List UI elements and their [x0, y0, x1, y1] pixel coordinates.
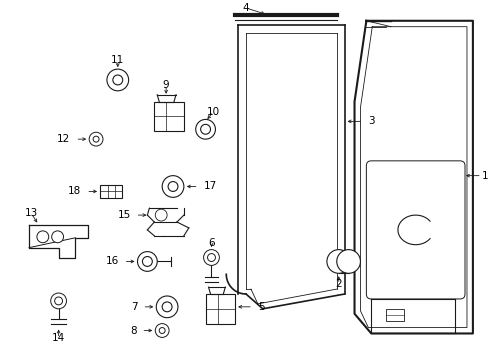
Circle shape [162, 176, 183, 197]
Circle shape [55, 297, 62, 305]
Text: 4: 4 [242, 3, 249, 13]
Circle shape [93, 136, 99, 142]
Text: 9: 9 [163, 80, 169, 90]
Circle shape [336, 249, 360, 273]
Circle shape [137, 252, 157, 271]
Circle shape [52, 231, 63, 243]
Text: 15: 15 [117, 210, 130, 220]
Circle shape [195, 120, 215, 139]
Circle shape [326, 249, 350, 273]
Circle shape [162, 302, 172, 312]
Bar [386, 309, 403, 321]
Text: 2: 2 [335, 279, 342, 289]
Text: 3: 3 [367, 116, 374, 126]
Circle shape [51, 293, 66, 309]
Circle shape [37, 231, 49, 243]
Circle shape [207, 253, 215, 261]
Circle shape [168, 181, 178, 192]
Text: 11: 11 [111, 55, 124, 65]
Text: 18: 18 [68, 186, 81, 197]
Circle shape [155, 209, 167, 221]
Text: 17: 17 [203, 181, 216, 192]
Text: 6: 6 [208, 238, 214, 248]
Text: 13: 13 [24, 208, 38, 218]
Circle shape [89, 132, 103, 146]
Circle shape [142, 257, 152, 266]
Text: 5: 5 [257, 302, 264, 312]
Circle shape [159, 328, 165, 333]
Text: 8: 8 [130, 325, 136, 336]
Circle shape [113, 75, 122, 85]
Text: 1: 1 [481, 171, 488, 181]
Text: 12: 12 [57, 134, 70, 144]
Bar [100, 185, 122, 198]
Text: 10: 10 [206, 107, 220, 117]
Text: 16: 16 [105, 256, 119, 266]
Text: 7: 7 [131, 302, 137, 312]
Circle shape [107, 69, 128, 91]
Circle shape [200, 124, 210, 134]
Circle shape [203, 249, 219, 265]
Circle shape [155, 324, 169, 337]
Text: 14: 14 [52, 333, 65, 343]
Circle shape [156, 296, 178, 318]
